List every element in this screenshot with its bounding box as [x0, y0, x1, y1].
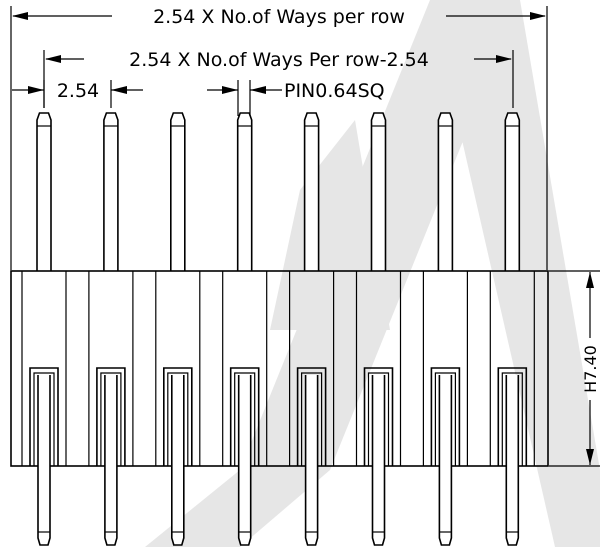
dimension-pin-span: 2.54 X No.of Ways Per row-2.54 — [43, 49, 514, 108]
pin-upper — [236, 112, 253, 271]
dimension-pin-size: PIN0.64SQ — [207, 80, 385, 116]
pin-lower — [104, 375, 118, 546]
pin-channel-inner — [33, 372, 55, 466]
dimension-label-overall: 2.54 X No.of Ways per row — [153, 6, 405, 28]
pin-channel-outer — [296, 367, 327, 466]
pin-upper — [103, 112, 119, 271]
pins-upper-group — [36, 112, 521, 271]
pin-upper — [504, 112, 521, 271]
dimension-housing-height: H7.40 — [549, 270, 600, 467]
pin-channel-outer — [430, 367, 461, 466]
pin-lower — [505, 375, 520, 546]
pin-lower — [438, 375, 453, 546]
pin-channel-outer — [363, 367, 394, 466]
pin-channel-outer — [163, 367, 193, 466]
pin-channel-inner — [501, 372, 523, 466]
pin-channel-inner — [434, 372, 456, 466]
pin-channel-inner — [167, 372, 189, 466]
dimension-overall-width: 2.54 X No.of Ways per row — [10, 6, 548, 270]
pin-upper — [303, 112, 320, 271]
pin-channel-inner — [367, 372, 390, 466]
pin-lower — [171, 375, 185, 546]
dimension-label-pin-size: PIN0.64SQ — [284, 80, 385, 102]
pin-channel-inner — [100, 372, 122, 466]
pin-channel-outer — [96, 367, 126, 466]
pin-lower — [371, 375, 386, 546]
dimension-label-pitch: 2.54 — [57, 80, 99, 102]
pins-lower-group — [29, 367, 528, 546]
pin-upper — [170, 112, 186, 271]
pin-channel-outer — [229, 367, 260, 466]
pin-upper — [370, 112, 387, 271]
housing-dividers — [21, 271, 535, 466]
pin-channel-outer — [29, 367, 59, 466]
dimension-label-housing-height: H7.40 — [581, 345, 600, 393]
dimension-pitch: 2.54 — [12, 80, 143, 108]
pin-upper — [36, 112, 52, 271]
housing-body — [10, 270, 549, 467]
pin-channel-inner — [301, 372, 323, 466]
pin-lower — [304, 375, 319, 546]
pin-upper — [437, 112, 454, 271]
pin-lower — [37, 375, 51, 546]
pin-channel-outer — [497, 367, 528, 466]
pin-channel-inner — [234, 372, 256, 466]
dimension-label-pin-span: 2.54 X No.of Ways Per row-2.54 — [129, 49, 429, 71]
pin-lower — [237, 375, 252, 546]
